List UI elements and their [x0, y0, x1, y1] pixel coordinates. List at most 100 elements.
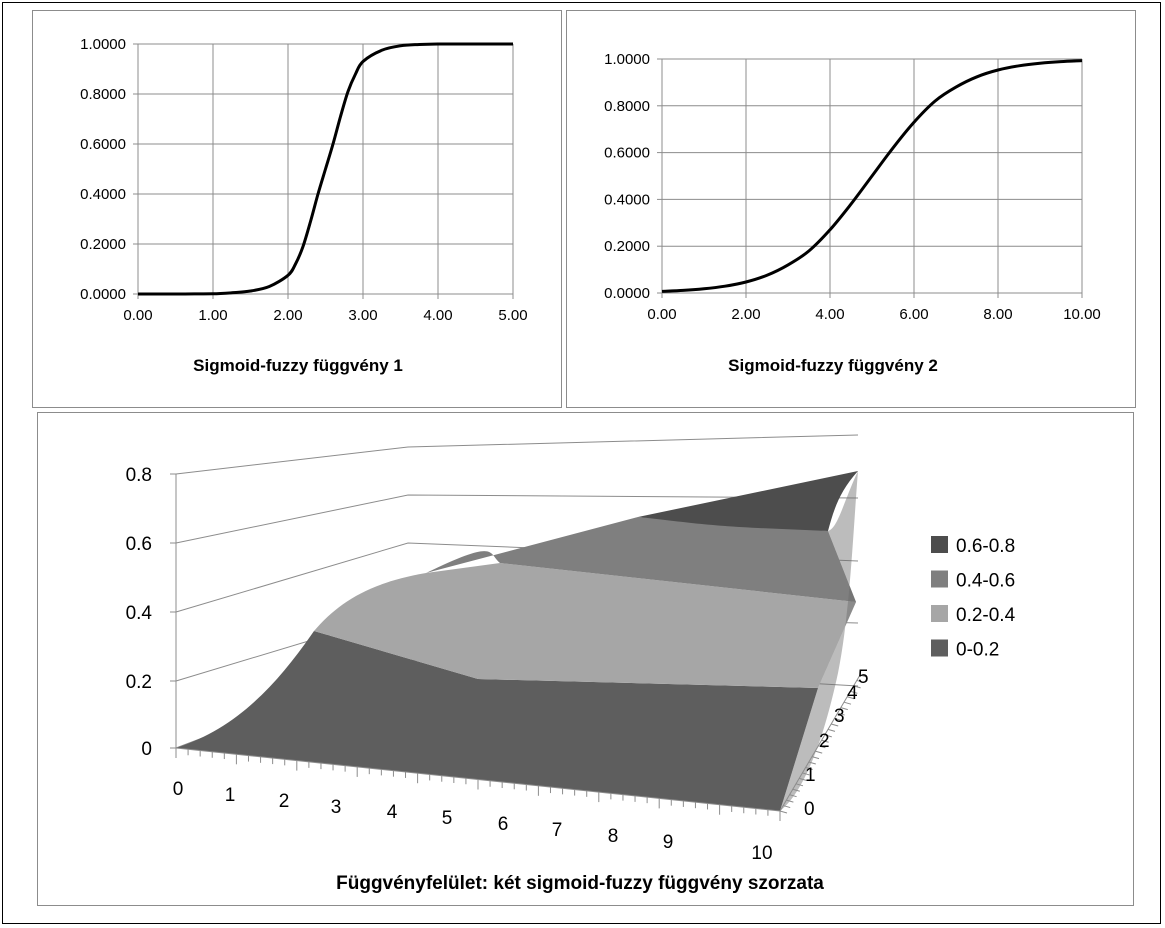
- x-tick-label: 0: [173, 779, 184, 800]
- y-tick-label: 1.0000: [80, 36, 126, 53]
- chart2-x-axis-ticks: 0.00 2.00 4.00 6.00 8.00 10.00: [647, 306, 1100, 323]
- depth-tick-mark: [795, 783, 804, 787]
- chart-panel-2: 0.0000 0.2000 0.4000 0.6000 0.8000 1.0000 0.0…: [566, 10, 1136, 408]
- x-tick-label: 4.00: [423, 307, 452, 324]
- chart2-grid: [657, 58, 1083, 298]
- x-tick-label: 5: [442, 808, 453, 829]
- legend-swatch: [931, 605, 948, 622]
- x-tick-label: 3.00: [348, 307, 377, 324]
- depth-tick-mark: [779, 810, 788, 814]
- surface-band-0.2-0.4: [314, 563, 856, 688]
- back-wall-gridline: [175, 434, 859, 475]
- depth-tick-mark: [834, 718, 842, 722]
- y-tick-label: 0.2000: [80, 236, 126, 253]
- y-tick-label: 1.0000: [604, 51, 650, 68]
- x-tick-label: 0.00: [123, 307, 152, 324]
- x-tick-label: 10: [751, 843, 772, 864]
- y-tick-label: 0.2000: [604, 238, 650, 255]
- y-tick-label: 0.8000: [80, 86, 126, 103]
- x-tick-label: 10.00: [1063, 306, 1101, 323]
- x-tick-label: 1.00: [198, 307, 227, 324]
- z-tick-label: 0.8: [126, 465, 152, 486]
- series-line: [137, 42, 513, 296]
- depth-tick-mark: [808, 761, 816, 765]
- depth-tick-mark: [840, 707, 848, 711]
- depth-tick-mark: [859, 674, 868, 678]
- depth-tick-mark: [827, 728, 836, 732]
- chart1-grid: [133, 43, 514, 299]
- legend-swatch: [931, 536, 948, 553]
- depth-tick-mark: [837, 712, 845, 716]
- depth-tick-mark: [783, 805, 791, 809]
- chart-panel-1: 0.0000 0.2000 0.4000 0.6000 0.8000 1.0000 0.0…: [32, 10, 562, 408]
- z-tick-label: 0.6: [126, 534, 152, 555]
- x-tick-label: 8: [608, 826, 619, 847]
- surface-floor-axes: [175, 674, 868, 821]
- depth-tick-mark: [856, 679, 864, 683]
- x-tick-label: 6: [498, 814, 509, 835]
- legend-label: 0.6-0.8: [956, 536, 1015, 557]
- surface-band-0.4-0.6: [426, 517, 856, 602]
- z-tick-label: 0: [141, 739, 152, 760]
- chart1-series: [137, 42, 513, 296]
- depth-tick-label: 2: [819, 731, 830, 752]
- surface-z-axis-ticks: 0 0.2 0.4 0.6 0.8: [126, 465, 153, 760]
- depth-tick-mark: [802, 772, 810, 776]
- y-tick-label: 0.0000: [604, 285, 650, 302]
- x-tick-label: 2.00: [273, 307, 302, 324]
- z-tick-label: 0.4: [126, 603, 153, 624]
- chart1-title: Sigmoid-fuzzy függvény 1: [193, 356, 403, 375]
- depth-tick-mark: [818, 745, 826, 749]
- x-tick-label: 3: [331, 797, 342, 818]
- depth-tick-mark: [850, 690, 858, 694]
- legend-label: 0.4-0.6: [956, 571, 1015, 592]
- x-tick-label: 4.00: [815, 306, 844, 323]
- chart2-y-axis-ticks: 0.0000 0.2000 0.4000 0.6000 0.8000 1.0000: [604, 51, 650, 302]
- chart2-title: Sigmoid-fuzzy függvény 2: [728, 356, 938, 375]
- surface-legend: 0.6-0.8 0.4-0.6 0.2-0.4 0-0.2: [931, 536, 1016, 661]
- series-line: [661, 59, 1083, 293]
- legend-label: 0-0.2: [956, 640, 999, 661]
- depth-tick-mark: [811, 756, 820, 760]
- depth-tick-mark: [821, 739, 829, 743]
- depth-tick-mark: [824, 734, 832, 738]
- surface-band-0-0.2: [176, 631, 818, 811]
- y-tick-label: 0.4000: [604, 191, 650, 208]
- y-tick-label: 0.8000: [604, 98, 650, 115]
- y-tick-label: 0.0000: [80, 286, 126, 303]
- depth-tick-mark: [843, 701, 852, 705]
- x-tick-label: 9: [663, 832, 674, 853]
- legend-swatch: [931, 639, 948, 657]
- z-tick-label: 0.2: [126, 672, 152, 693]
- depth-tick-mark: [815, 750, 823, 754]
- depth-tick-label: 5: [858, 667, 869, 688]
- legend-label: 0.2-0.4: [956, 605, 1016, 626]
- x-tick-label: 6.00: [899, 306, 928, 323]
- x-tick-label: 7: [552, 820, 563, 841]
- depth-tick-mark: [792, 788, 800, 792]
- x-tick-label: 5.00: [498, 307, 527, 324]
- surface-bands: [176, 471, 858, 811]
- depth-tick-mark: [847, 696, 855, 700]
- depth-tick-mark: [853, 685, 861, 689]
- sigmoid-chart-2: 0.0000 0.2000 0.4000 0.6000 0.8000 1.0000 0.0…: [604, 51, 1101, 375]
- chart2-series: [661, 59, 1083, 293]
- depth-tick-label: 0: [804, 799, 815, 820]
- depth-axis-line: [779, 674, 861, 812]
- back-wall-gridline: [175, 494, 859, 544]
- y-tick-label: 0.6000: [604, 145, 650, 162]
- surface-right-edge-shading: [780, 471, 858, 811]
- depth-tick-label: 1: [805, 765, 816, 786]
- x-tick-label: 8.00: [983, 306, 1012, 323]
- x-tick-label: 2.00: [731, 306, 760, 323]
- y-tick-label: 0.4000: [80, 186, 126, 203]
- depth-tick-mark: [799, 777, 807, 781]
- x-tick-label: 4: [387, 802, 398, 823]
- surface-band-0.6-0.8: [638, 471, 858, 531]
- sigmoid-chart-1: 0.0000 0.2000 0.4000 0.6000 0.8000 1.0000 0.0…: [80, 36, 527, 375]
- x-tick-label: 1: [225, 785, 236, 806]
- y-tick-label: 0.6000: [80, 136, 126, 153]
